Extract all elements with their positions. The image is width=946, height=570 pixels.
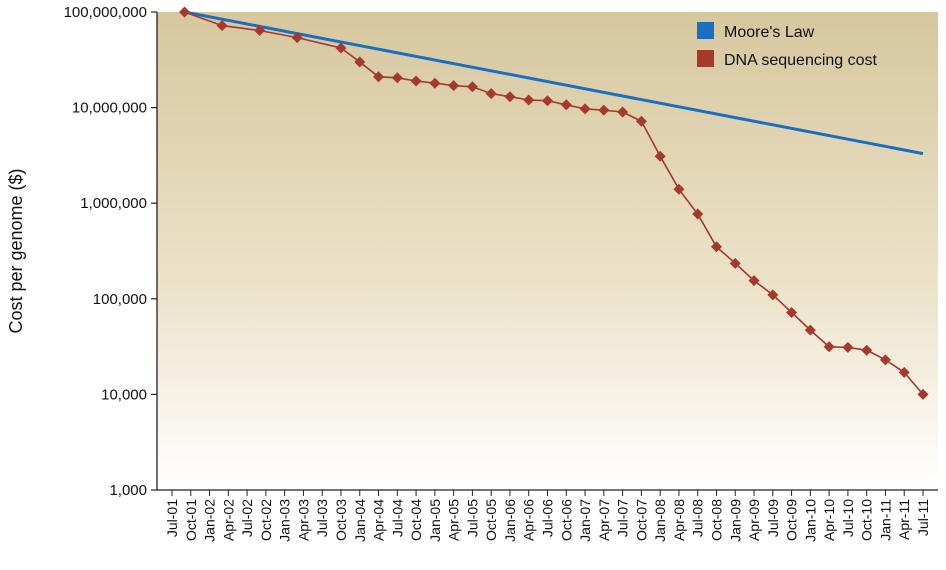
dna-sequencing-cost-point	[542, 95, 553, 107]
x-tick-label: Oct-08	[708, 499, 724, 541]
x-tick-label: Jul-11	[915, 499, 931, 536]
axes	[151, 11, 938, 496]
x-tick-labels: Jul-01 Oct-01 Jan-02 Apr-02 Jul-02 Oct-02 Jan-…	[164, 499, 931, 542]
x-tick-label: Apr-05	[446, 499, 462, 541]
x-tick-label: Apr-08	[671, 499, 687, 541]
dna-sequencing-cost-point	[354, 56, 366, 68]
x-tick-label: Jul-03	[314, 499, 330, 537]
dna-sequencing-cost-point	[861, 344, 873, 356]
dna-sequencing-cost-point	[710, 241, 722, 253]
dna-sequencing-cost-point	[786, 306, 798, 318]
dna-sequencing-cost-point	[485, 88, 497, 100]
dna-sequencing-cost-point	[767, 289, 779, 301]
x-tick-label: Oct-02	[258, 499, 274, 541]
y-tick-label: 10,000	[101, 386, 147, 403]
dna-sequencing-cost-point	[842, 341, 854, 353]
x-tick-label: Apr-03	[295, 499, 311, 541]
x-tick-label: Apr-10	[821, 499, 837, 541]
series-layer	[179, 6, 929, 400]
dna-sequencing-cost-point	[466, 81, 478, 93]
legend-label-moore-s-law: Moore's Law	[724, 24, 815, 41]
x-tick-label: Jan-07	[577, 499, 593, 542]
x-tick-label: Oct-07	[633, 499, 649, 541]
dna-sequencing-cost-line	[184, 11, 924, 395]
dna-sequencing-cost-point	[373, 71, 385, 83]
x-tick-label: Jan-06	[502, 499, 518, 542]
y-tick-label: 1,000	[109, 482, 147, 499]
x-tick-label: Oct-09	[784, 499, 800, 541]
plot-background	[157, 12, 938, 490]
x-tick-label: Apr-11	[896, 499, 912, 540]
x-tick-label: Jul-06	[540, 499, 556, 537]
dna-sequencing-cost-point	[429, 77, 441, 89]
dna-sequencing-cost-point	[898, 366, 910, 378]
x-tick-label: Jul-02	[239, 499, 255, 537]
dna-sequencing-cost-point	[504, 91, 516, 103]
dna-sequencing-cost-point	[291, 32, 303, 44]
x-tick-label: Oct-10	[859, 499, 875, 541]
y-tick-labels: 1,000 10,000 100,000 1,000,000 10,000,000 100…	[64, 4, 147, 499]
dna-sequencing-cost-point	[579, 103, 591, 115]
x-tick-label: Jan-03	[277, 499, 293, 542]
dna-sequencing-cost-point	[410, 75, 422, 87]
dna-sequencing-cost-point	[692, 208, 704, 220]
dna-sequencing-cost-point	[635, 115, 647, 127]
x-tick-label: Apr-06	[521, 499, 537, 541]
y-tick-label: 100,000	[93, 291, 147, 308]
dna-sequencing-cost-point	[673, 183, 685, 195]
x-tick-label: Jan-05	[427, 499, 443, 542]
x-tick-label: Jul-09	[765, 499, 781, 537]
x-tick-label: Oct-03	[333, 499, 349, 541]
legend-swatch-moore-s-law	[697, 22, 714, 39]
x-tick-label: Jul-10	[840, 499, 856, 537]
y-axis-title: Cost per genome ($)	[6, 168, 26, 333]
dna-sequencing-cost-point	[216, 20, 228, 32]
dna-sequencing-cost-point	[448, 80, 460, 92]
dna-sequencing-cost-point	[598, 104, 610, 116]
x-tick-label: Apr-07	[596, 499, 612, 541]
x-tick-label: Oct-01	[183, 499, 199, 541]
x-tick-label: Apr-04	[371, 499, 387, 541]
x-tick-label: Apr-09	[746, 499, 762, 541]
dna-sequencing-cost-point	[879, 354, 891, 366]
x-tick-label: Jul-04	[389, 499, 405, 537]
legend: Moore's Law DNA sequencing cost	[697, 22, 878, 69]
x-tick-label: Jan-08	[652, 499, 668, 542]
dna-sequencing-cost-point	[823, 341, 835, 353]
dna-sequencing-cost-point	[804, 324, 816, 336]
dna-sequencing-cost-point	[254, 25, 266, 37]
x-tick-label: Jan-11	[877, 499, 893, 541]
dna-sequencing-cost-point	[523, 94, 535, 106]
dna-sequencing-cost-point	[391, 72, 403, 84]
dna-sequencing-cost-point	[729, 257, 741, 269]
dna-sequencing-cost-point	[654, 150, 666, 162]
x-tick-label: Oct-06	[558, 499, 574, 541]
x-tick-label: Jan-02	[202, 499, 218, 542]
x-tick-label: Jan-09	[727, 499, 743, 542]
dna-sequencing-cost-point	[917, 388, 929, 400]
x-tick-label: Jul-01	[164, 499, 180, 537]
dna-sequencing-cost-point	[560, 99, 572, 111]
x-tick-label: Jan-10	[802, 499, 818, 542]
y-tick-label: 100,000,000	[64, 4, 147, 21]
dna-sequencing-cost-point	[748, 275, 760, 287]
x-tick-label: Apr-02	[220, 499, 236, 541]
x-tick-label: Oct-04	[408, 499, 424, 541]
dna-sequencing-cost-point	[617, 106, 629, 118]
legend-label-dna-sequencing-cost: DNA sequencing cost	[724, 52, 878, 69]
x-tick-label: Jul-07	[615, 499, 631, 537]
legend-swatch-dna-sequencing-cost	[697, 50, 714, 67]
dna-sequencing-cost-point	[335, 42, 347, 54]
dna-sequencing-cost-point	[179, 6, 191, 18]
moore-s-law-line	[184, 10, 924, 156]
x-tick-label: Oct-05	[483, 499, 499, 541]
x-tick-label: Jul-05	[464, 499, 480, 537]
x-tick-label: Jul-08	[690, 499, 706, 537]
y-tick-label: 10,000,000	[72, 100, 147, 117]
y-tick-label: 1,000,000	[80, 195, 147, 212]
x-tick-label: Jan-04	[352, 499, 368, 542]
